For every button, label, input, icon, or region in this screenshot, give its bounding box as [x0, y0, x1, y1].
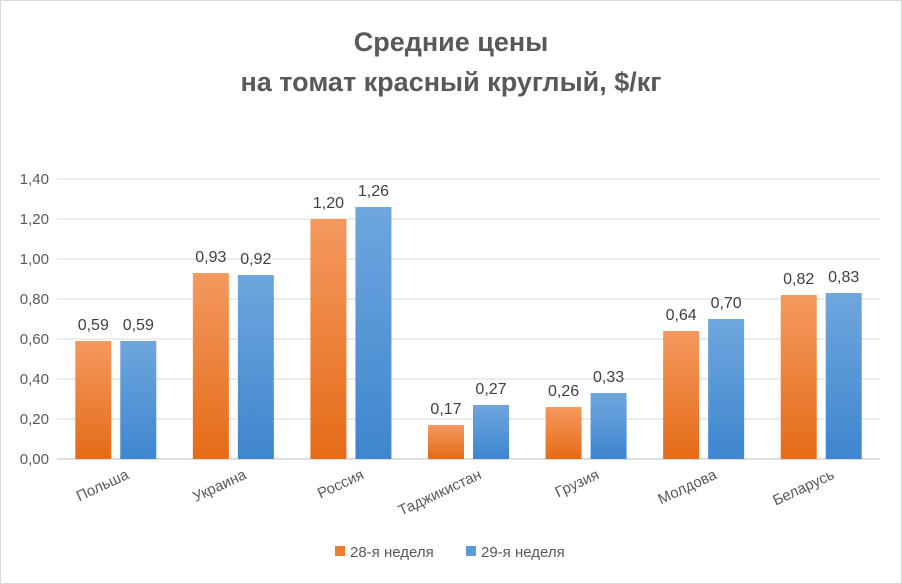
y-tick-label: 0,80 [20, 291, 49, 308]
bar-29-5 [708, 319, 745, 459]
data-label: 0,26 [548, 383, 579, 400]
data-label: 1,20 [313, 195, 344, 212]
bar-28-1 [192, 273, 229, 459]
bar-29-1 [237, 275, 274, 459]
data-label: 0,59 [123, 317, 154, 334]
chart-title-line1: Средние цены [354, 27, 549, 57]
bar-28-4 [545, 407, 582, 459]
legend: 28-я неделя 29-я неделя [335, 544, 565, 561]
data-label: 0,33 [593, 369, 624, 386]
data-label: 0,59 [78, 317, 109, 334]
legend-swatch-28 [335, 546, 345, 556]
y-tick-label: 0,20 [20, 411, 49, 428]
legend-swatch-29 [466, 546, 476, 556]
y-tick-label: 0,60 [20, 331, 49, 348]
bar-29-6 [825, 293, 862, 459]
y-tick-label: 1,40 [20, 171, 49, 188]
bar-28-5 [663, 331, 700, 459]
data-label: 1,26 [358, 183, 389, 200]
bar-29-0 [120, 341, 157, 459]
bar-29-3 [473, 405, 509, 459]
data-label: 0,93 [195, 249, 226, 266]
y-tick-label: 1,00 [20, 251, 49, 268]
y-tick-label: 0,00 [20, 451, 49, 468]
bar-28-0 [75, 341, 112, 459]
bar-28-3 [428, 425, 464, 459]
data-label: 0,64 [666, 307, 697, 324]
legend-label-29: 29-я неделя [481, 544, 565, 561]
y-tick-label: 0,40 [20, 371, 49, 388]
data-label: 0,17 [430, 401, 461, 418]
data-label: 0,83 [828, 269, 859, 286]
data-label: 0,27 [475, 381, 506, 398]
bar-28-6 [780, 295, 817, 459]
bar-29-2 [355, 207, 392, 459]
data-label: 0,82 [783, 271, 814, 288]
bar-28-2 [310, 219, 347, 459]
data-label: 0,92 [240, 251, 271, 268]
data-label: 0,70 [711, 295, 742, 312]
chart-title-line2: на томат красный круглый, $/кг [240, 67, 661, 97]
y-tick-label: 1,20 [20, 211, 49, 228]
legend-label-28: 28-я неделя [350, 544, 434, 561]
bar-29-4 [590, 393, 627, 459]
